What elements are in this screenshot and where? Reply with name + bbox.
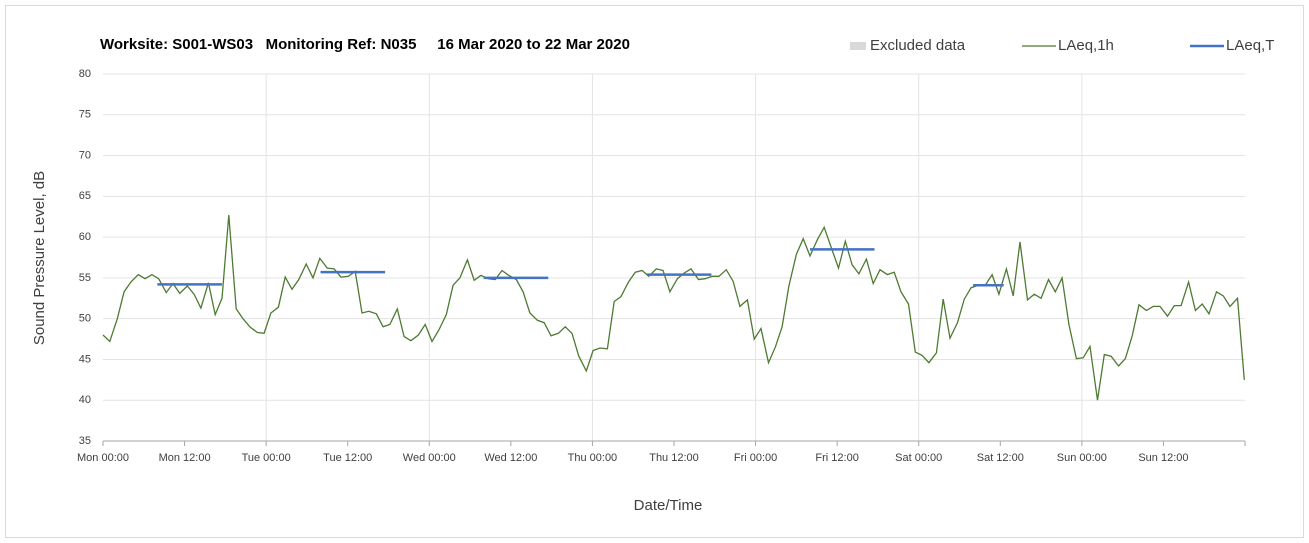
x-axis-label: Date/Time: [634, 497, 703, 514]
legend-swatch: [850, 42, 866, 50]
chart-title: Worksite: S001-WS03 Monitoring Ref: N035…: [100, 36, 630, 53]
y-tick-label: 40: [79, 394, 91, 406]
x-tick-label: Sat 00:00: [895, 452, 942, 464]
x-tick-label: Thu 00:00: [568, 452, 618, 464]
y-tick-label: 55: [79, 272, 91, 284]
legend-label: LAeq,1h: [1058, 37, 1114, 54]
y-axis-label: Sound Pressure Level, dB: [31, 171, 48, 345]
y-tick-label: 50: [79, 313, 91, 325]
x-tick-label: Fri 00:00: [734, 452, 777, 464]
legend-label: LAeq,T: [1226, 37, 1274, 54]
legend-label: Excluded data: [870, 37, 966, 54]
x-tick-label: Mon 00:00: [77, 452, 129, 464]
x-tick-label: Thu 12:00: [649, 452, 699, 464]
y-tick-label: 75: [79, 109, 91, 121]
x-tick-label: Sun 12:00: [1138, 452, 1188, 464]
y-tick-label: 35: [79, 435, 91, 447]
y-tick-label: 70: [79, 149, 91, 161]
x-tick-label: Mon 12:00: [159, 452, 211, 464]
x-tick-label: Fri 12:00: [815, 452, 858, 464]
y-tick-label: 60: [79, 231, 91, 243]
x-tick-label: Sun 00:00: [1057, 452, 1107, 464]
y-tick-label: 45: [79, 353, 91, 365]
x-tick-label: Wed 00:00: [403, 452, 456, 464]
x-tick-label: Tue 12:00: [323, 452, 372, 464]
y-tick-label: 65: [79, 190, 91, 202]
x-tick-label: Sat 12:00: [977, 452, 1024, 464]
data-line: [102, 215, 1245, 401]
x-tick-label: Wed 12:00: [484, 452, 537, 464]
x-tick-label: Tue 00:00: [242, 452, 291, 464]
y-tick-label: 80: [79, 68, 91, 80]
